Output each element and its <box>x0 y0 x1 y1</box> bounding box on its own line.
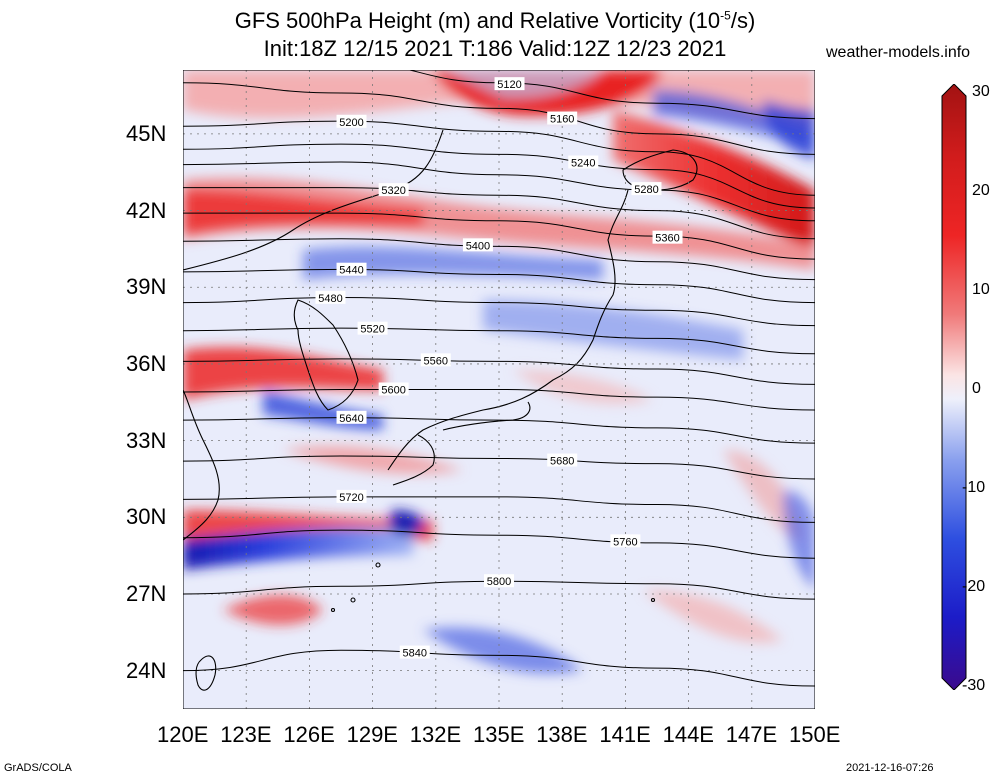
contour-label: 5760 <box>613 536 637 548</box>
latitude-tick-label: 45N <box>126 120 167 146</box>
contour-label-bg <box>547 111 578 125</box>
contour-line <box>183 187 815 240</box>
contour-label-bg <box>378 183 409 197</box>
contour-label-bg <box>336 410 367 424</box>
contour-label: 5160 <box>550 114 574 126</box>
contour-line <box>183 327 815 355</box>
contour-line <box>183 143 815 209</box>
contour-line <box>183 268 815 304</box>
longitude-tick-label: 132E <box>409 722 462 747</box>
contour-line <box>183 358 815 385</box>
latitude-tick-label: 42N <box>126 197 167 223</box>
contour-label: 5520 <box>360 324 384 336</box>
longitude-tick-label: 123E <box>220 722 272 747</box>
contour-label-bg <box>462 238 493 252</box>
map-subtitle: Init:18Z 12/15 2021 T:186 Valid:12Z 12/2… <box>263 36 727 61</box>
contour-line <box>183 238 815 281</box>
longitude-tick-label: 126E <box>283 722 335 747</box>
contour-label: 5280 <box>634 184 658 196</box>
contour-label-bg <box>336 262 367 276</box>
contour-label-bg <box>378 382 409 396</box>
colorbar-tick-label: -30 <box>962 677 986 694</box>
site-credit: weather-models.info <box>826 44 971 61</box>
longitude-tick-label: 138E <box>536 722 588 747</box>
contour-label-bg <box>357 321 388 335</box>
latitude-tick-label: 36N <box>126 350 167 376</box>
contour-line <box>183 212 815 260</box>
colorbar-tick-label: -10 <box>962 479 986 496</box>
contour-label: 5600 <box>381 385 405 397</box>
contour-label-bg <box>420 353 451 367</box>
latitude-tick-label: 39N <box>126 274 167 300</box>
contour-label: 5120 <box>497 79 521 91</box>
lat-lon-grid <box>183 70 815 709</box>
contour-label-bg <box>652 230 683 244</box>
map-canvas: 5120 5160 5200 5240 5280 5320 5360 5400 5440 5480… <box>183 70 815 709</box>
contour-label: 5720 <box>339 492 363 504</box>
height-contours: 5120 5160 5200 5240 5280 5320 5360 5400 5440 5480… <box>183 70 815 687</box>
contour-label-bg <box>315 290 346 304</box>
contour-label: 5480 <box>318 293 342 305</box>
contour-line <box>183 417 815 444</box>
contour-label-bg <box>336 114 367 128</box>
longitude-tick-label: 135E <box>473 722 525 747</box>
contour-label-bg <box>631 182 662 196</box>
contour-label: 5680 <box>550 456 574 468</box>
latitude-tick-label: 30N <box>126 504 167 530</box>
contour-label-bg <box>494 77 525 91</box>
longitude-tick-label: 144E <box>662 722 714 747</box>
colorbar-tick-label: 30 <box>972 83 990 100</box>
map-title: GFS 500hPa Height (m) and Relative Vorti… <box>0 8 995 34</box>
colorbar-tick-label: 10 <box>972 281 990 298</box>
contour-label-bg <box>399 645 430 659</box>
grads-credit: GrADS/COLA <box>4 762 72 774</box>
contour-label-bg <box>484 574 514 588</box>
latitude-tick-label: 33N <box>126 427 167 453</box>
contour-label-bg <box>568 155 599 169</box>
latitude-tick-label: 24N <box>126 657 167 683</box>
timestamp: 2021-12-16-07:26 <box>846 762 934 774</box>
contour-label: 5320 <box>381 185 405 197</box>
contour-label: 5840 <box>402 648 426 660</box>
contour-line <box>183 161 815 222</box>
colorbar <box>941 84 967 690</box>
title-main: GFS 500hPa Height (m) and Relative Vorti… <box>234 8 721 33</box>
contour-line <box>183 120 815 196</box>
contour-line <box>183 388 815 411</box>
longitude-tick-label: 141E <box>599 722 651 747</box>
contour-label: 5400 <box>466 240 490 252</box>
longitude-tick-label: 150E <box>789 722 841 747</box>
contour-label: 5440 <box>339 265 363 277</box>
contour-line <box>183 649 815 687</box>
contour-line <box>183 529 815 559</box>
contour-label-bg <box>610 534 641 548</box>
title-exponent: -5 <box>720 8 731 23</box>
contour-label: 5640 <box>339 413 363 425</box>
longitude-tick-label: 129E <box>346 722 398 747</box>
colorbar-tick-label: 20 <box>972 182 990 199</box>
title-tail: /s) <box>730 8 756 33</box>
contour-label: 5800 <box>487 576 511 588</box>
contour-label-bg <box>336 489 367 503</box>
contour-line <box>183 82 815 155</box>
contour-label: 5240 <box>571 158 595 170</box>
contour-line <box>183 455 815 480</box>
contour-label-bg <box>547 453 578 467</box>
contour-label: 5360 <box>655 233 679 245</box>
latitude-tick-label: 27N <box>126 580 167 606</box>
map-panel: 5120 5160 5200 5240 5280 5320 5360 5400 5440 5480… <box>183 70 815 709</box>
contour-line <box>183 296 815 327</box>
longitude-tick-label: 147E <box>725 722 778 747</box>
contour-label: 5200 <box>339 117 363 129</box>
contour-line <box>183 496 815 523</box>
contour-label: 5560 <box>424 355 448 367</box>
colorbar-tick-label: -20 <box>962 578 986 595</box>
longitude-tick-label: 120E <box>157 722 209 747</box>
colorbar-tick-label: 0 <box>972 380 981 397</box>
